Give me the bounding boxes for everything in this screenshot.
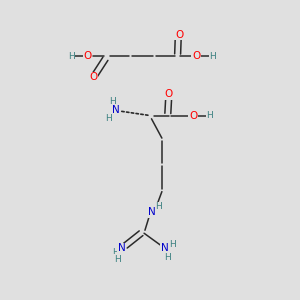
Text: O: O [165, 89, 173, 99]
Text: N: N [112, 105, 120, 115]
Text: H: H [164, 253, 171, 262]
Text: O: O [189, 111, 197, 121]
Text: O: O [83, 51, 92, 62]
Text: H: H [206, 111, 213, 120]
Text: N: N [148, 207, 156, 218]
Text: H: H [105, 114, 112, 123]
Text: N: N [161, 243, 169, 253]
Text: H: H [209, 52, 216, 61]
Text: H: H [110, 97, 116, 106]
Text: H: H [68, 52, 75, 61]
Text: O: O [89, 72, 98, 82]
Text: O: O [175, 30, 183, 40]
Text: H: H [112, 248, 119, 257]
Text: H: H [169, 240, 176, 249]
Text: N: N [118, 243, 126, 253]
Text: H: H [154, 202, 161, 211]
Text: O: O [192, 51, 200, 62]
Text: H: H [114, 255, 121, 264]
